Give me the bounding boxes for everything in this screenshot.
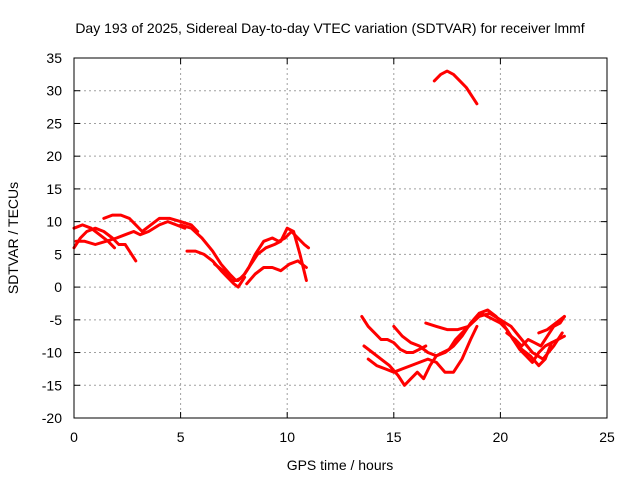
series-arc-9	[360, 315, 428, 354]
series-arc-8	[245, 259, 308, 286]
y-tick-label: 5	[54, 246, 62, 262]
x-tick-label: 15	[386, 429, 402, 445]
series-arc-7	[213, 226, 308, 282]
x-tick-label: 25	[599, 429, 615, 445]
series-arc-1	[72, 226, 138, 263]
y-tick-label: -10	[42, 345, 62, 361]
x-tick-label: 20	[493, 429, 509, 445]
series-arc-15	[537, 315, 566, 335]
y-tick-label: 0	[54, 279, 62, 295]
series-arc-14	[505, 315, 566, 348]
x-tick-label: 5	[177, 429, 185, 445]
grid	[74, 58, 607, 418]
series-arc-12	[392, 308, 554, 368]
x-axis-title: GPS time / hours	[287, 457, 394, 473]
y-tick-label: 30	[46, 83, 62, 99]
axis-ticks: 0 5 10 15 20 25 -20 -15 -10 -5 0 5 10 15 20 25 30 35	[42, 50, 615, 445]
y-tick-label: -5	[50, 312, 63, 328]
series-arc-16	[432, 69, 479, 106]
y-tick-label: 15	[46, 181, 62, 197]
y-axis-title: SDTVAR / TECUs	[5, 182, 21, 294]
series-layer	[72, 69, 566, 387]
series-arc-13	[424, 311, 564, 361]
y-tick-label: -15	[42, 377, 62, 393]
y-tick-label: 35	[46, 50, 62, 66]
x-tick-label: 0	[70, 429, 78, 445]
series-arc-3	[74, 220, 187, 246]
x-tick-label: 10	[279, 429, 295, 445]
y-tick-label: -20	[42, 410, 62, 426]
chart-title: Day 193 of 2025, Sidereal Day-to-day VTE…	[75, 20, 584, 36]
series-arc-2	[72, 223, 116, 250]
series-arc-4	[102, 213, 200, 233]
y-tick-label: 10	[46, 214, 62, 230]
series-arc-11	[366, 324, 479, 374]
y-tick-label: 25	[46, 115, 62, 131]
plot-frame	[73, 57, 608, 419]
y-tick-label: 20	[46, 148, 62, 164]
